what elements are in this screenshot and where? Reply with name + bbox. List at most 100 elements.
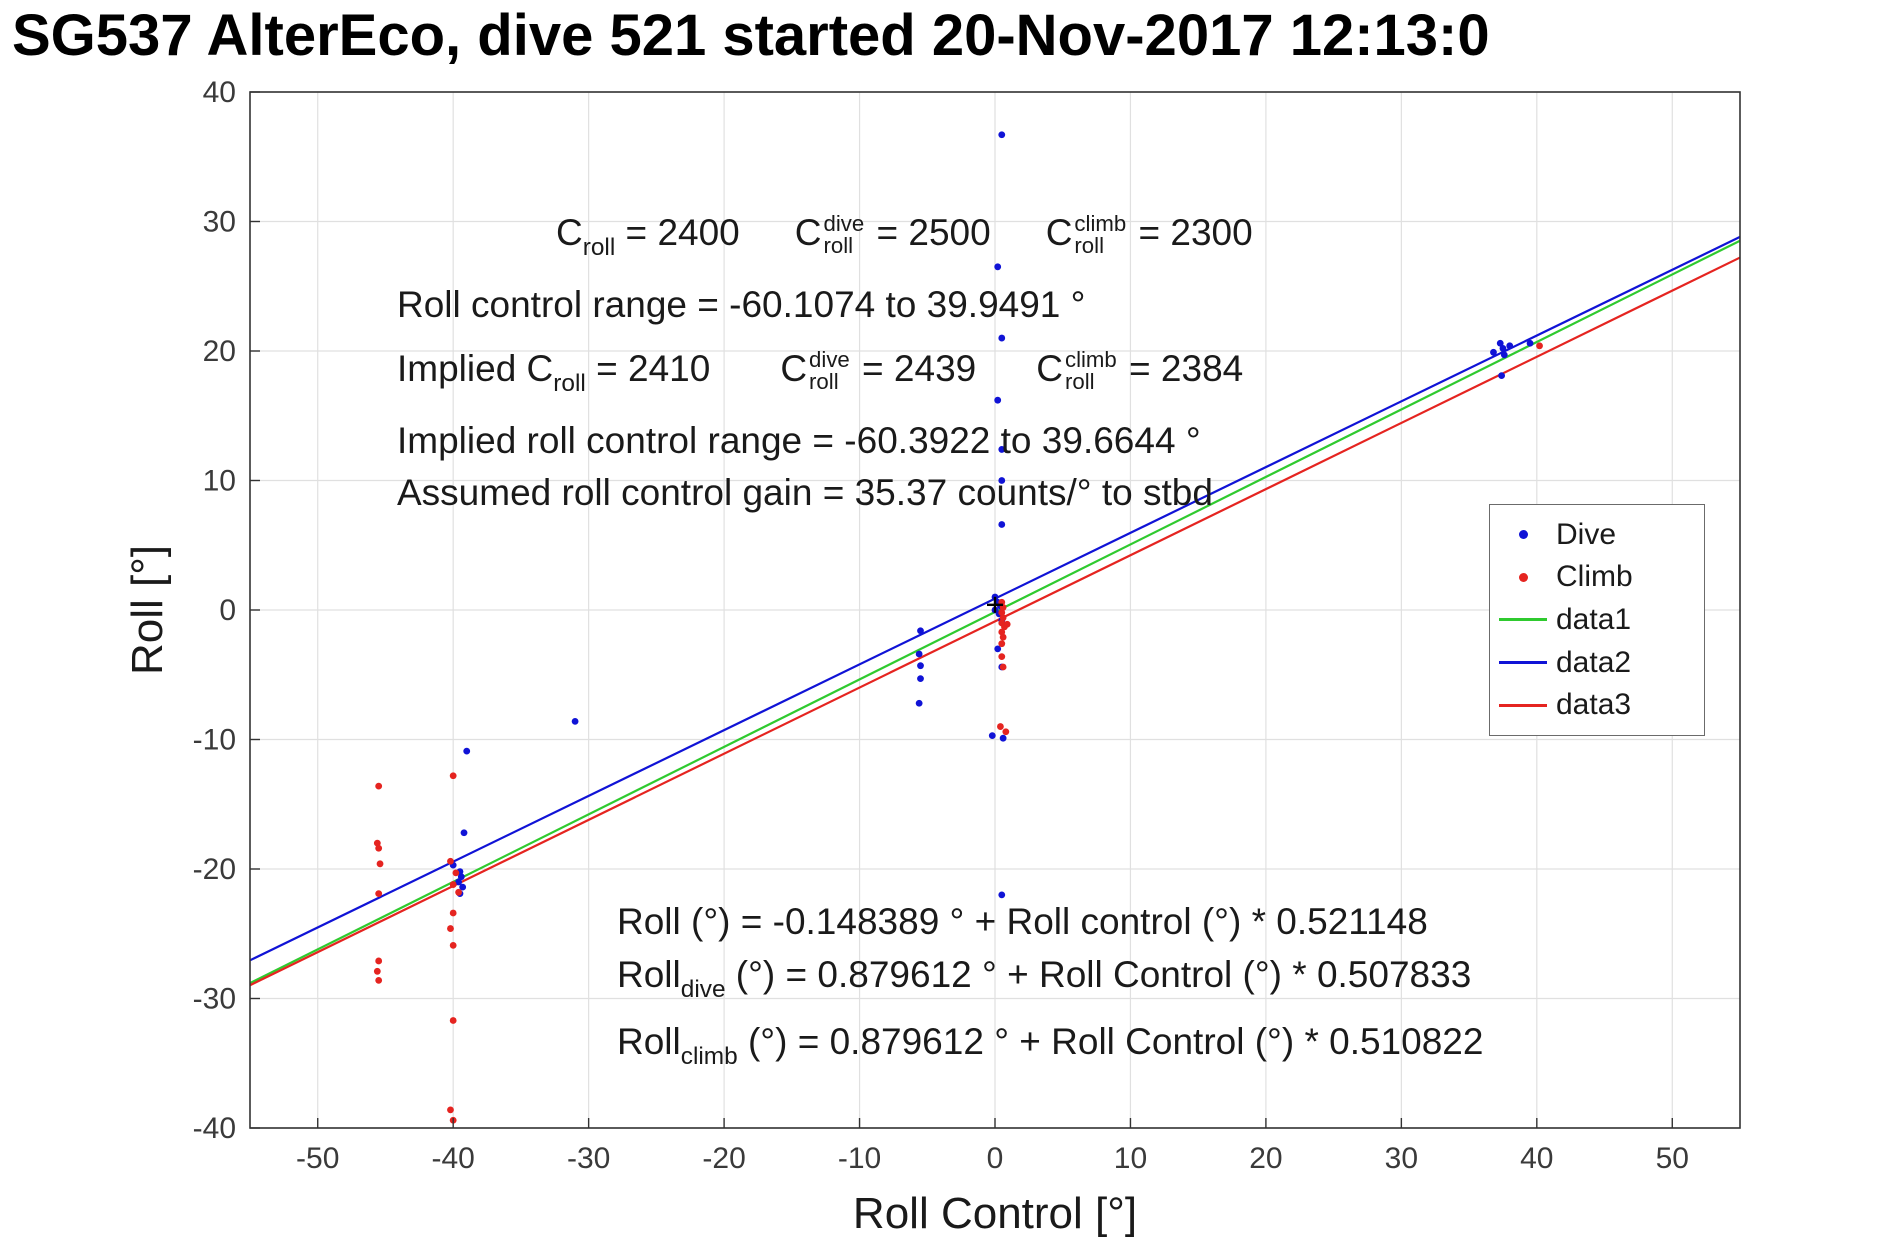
annotation-lower-2: Rolldive (°) = 0.879612 ° + Roll Control… — [617, 954, 1472, 1003]
line-icon — [1499, 661, 1547, 665]
legend-dot-marker — [1490, 530, 1556, 540]
dive-point — [455, 878, 462, 886]
dive-point — [998, 131, 1006, 139]
dive-point — [571, 717, 579, 725]
line-icon — [1499, 703, 1547, 707]
dive-point — [1526, 339, 1534, 347]
legend-label: Dive — [1556, 517, 1617, 551]
dive-point — [463, 747, 471, 755]
legend-line-marker — [1490, 618, 1556, 622]
climb-point — [373, 967, 381, 975]
y-tick-label: 40 — [203, 76, 236, 109]
x-tick-label: 10 — [1114, 1142, 1147, 1175]
x-tick-label: -30 — [567, 1142, 610, 1175]
legend-dot-marker — [1490, 572, 1556, 582]
climb-point — [449, 942, 457, 949]
x-axis-label: Roll Control [°] — [853, 1189, 1137, 1238]
climb-point — [999, 663, 1007, 671]
dive-point — [1500, 351, 1508, 359]
dot-icon — [1518, 530, 1528, 540]
dive-point — [460, 829, 468, 837]
y-tick-label: 10 — [203, 465, 236, 498]
climb-point — [999, 633, 1007, 641]
y-tick-label: 0 — [219, 594, 236, 627]
dive-point — [1496, 339, 1504, 347]
climb-point — [447, 925, 454, 932]
legend-entry-data1: data1 — [1490, 603, 1704, 637]
y-tick-label: 20 — [203, 335, 236, 368]
climb-point — [375, 890, 383, 898]
dive-point — [994, 263, 1002, 271]
climb-point — [449, 881, 457, 888]
climb-point — [998, 640, 1006, 648]
chart-title: SG537 AlterEco, dive 521 started 20-Nov-… — [12, 3, 1490, 68]
y-tick-label: -30 — [193, 983, 236, 1016]
subscript: roll — [553, 369, 586, 397]
axes-box — [249, 91, 1741, 1129]
dive-point — [1498, 372, 1505, 380]
subscript: climb — [680, 1042, 738, 1070]
annotation-upper-2: Roll control range = -60.1074 to 39.9491… — [397, 284, 1086, 325]
legend-label: data1 — [1556, 602, 1632, 636]
climb-point — [1536, 342, 1543, 350]
climb-point — [449, 772, 457, 780]
x-tick-label: 20 — [1249, 1142, 1282, 1175]
dive-point — [1490, 348, 1497, 356]
dive-point — [1506, 342, 1514, 350]
legend-label: Climb — [1556, 560, 1633, 594]
climb-point — [452, 869, 460, 877]
legend-line-marker — [1490, 703, 1556, 707]
sup-sub-stack: climb roll — [1074, 210, 1127, 259]
annotation-lower-1: Roll (°) = -0.148389 ° + Roll control (°… — [617, 901, 1428, 942]
annotation-upper-5: Assumed roll control gain = 35.37 counts… — [397, 472, 1213, 513]
dive-point — [459, 883, 467, 891]
x-tick-label: -50 — [296, 1142, 339, 1175]
y-tick-label: 30 — [203, 206, 236, 239]
dive-point — [998, 477, 1006, 484]
annotation-upper-4: Implied roll control range = -60.3922 to… — [397, 420, 1201, 461]
subscript: roll — [582, 233, 616, 261]
line-icon — [1499, 618, 1547, 622]
sup-sub-stack: climb roll — [1064, 346, 1117, 395]
legend-entry-data3: data3 — [1490, 688, 1704, 722]
annotation-lower-3: Rollclimb (°) = 0.879612 ° + Roll Contro… — [617, 1021, 1484, 1070]
dive-point — [998, 446, 1006, 453]
x-tick-label: 50 — [1656, 1142, 1689, 1175]
climb-point — [447, 1106, 454, 1114]
x-tick-label: -20 — [702, 1142, 745, 1175]
legend-entry-climb: Climb — [1490, 560, 1704, 594]
climb-point — [375, 957, 383, 965]
climb-point — [1002, 728, 1010, 736]
data-points — [373, 131, 1543, 1124]
climb-point — [375, 782, 383, 790]
climb-point — [998, 609, 1006, 616]
climb-point — [373, 839, 381, 847]
climb-point — [999, 614, 1007, 622]
subscript: dive — [680, 975, 726, 1003]
dive-point — [457, 873, 465, 881]
climb-point — [1003, 620, 1011, 628]
legend-entry-data2: data2 — [1490, 646, 1704, 680]
legend-line-marker — [1490, 661, 1556, 665]
dive-point — [915, 650, 923, 658]
dive-point — [999, 734, 1007, 742]
tick-labels: -50 -40 -30 -20 -10 0 10 20 30 40 50 -40 -30 -20 -10 0 1… — [193, 76, 1689, 1175]
sup-sub-stack: dive roll — [809, 346, 850, 395]
dive-point — [917, 627, 924, 635]
climb-point — [447, 857, 454, 865]
y-tick-label: -20 — [193, 853, 236, 886]
climb-point — [997, 723, 1004, 730]
dive-point — [915, 699, 923, 707]
x-tick-label: 40 — [1520, 1142, 1553, 1175]
dive-point — [994, 645, 1002, 653]
legend-box: Dive Climb data1 data2 data3 — [1489, 504, 1705, 736]
x-tick-label: -40 — [432, 1142, 475, 1175]
x-tick-label: -10 — [838, 1142, 881, 1175]
x-tick-label: 30 — [1385, 1142, 1418, 1175]
legend-label: data2 — [1556, 645, 1632, 679]
legend-label: data3 — [1556, 688, 1632, 722]
climb-point — [998, 628, 1006, 636]
